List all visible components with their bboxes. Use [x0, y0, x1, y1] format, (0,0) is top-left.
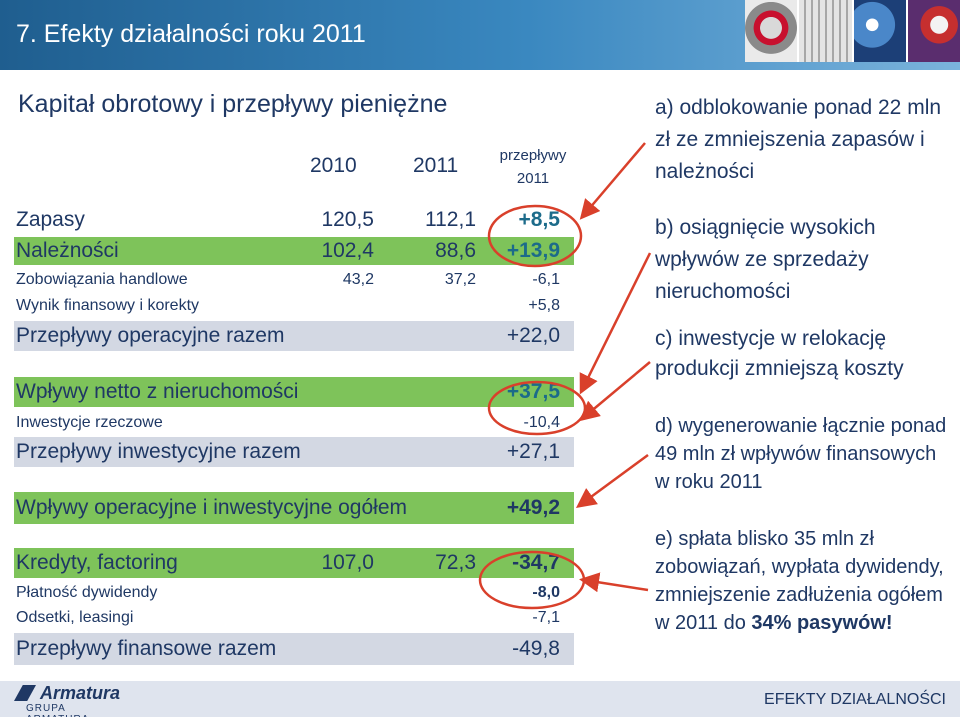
row-label: Płatność dywidendy	[16, 584, 158, 601]
note-b: b) osiągnięcie wysokich wpływów ze sprze…	[655, 216, 876, 303]
valve-product-image	[745, 0, 798, 62]
table-row-przeplywy-operacyjne: Przepływy operacyjne razem +22,0	[14, 321, 574, 351]
value-2010: 102,4	[321, 239, 374, 262]
row-label: Zobowiązania handlowe	[16, 271, 188, 288]
value-flow: +22,0	[506, 324, 560, 347]
note-c: c) inwestycje w relokację produkcji zmni…	[655, 327, 904, 380]
value-2010: 120,5	[321, 208, 374, 231]
table-row-inwestycje-rzeczowe: Inwestycje rzeczowe -10,4	[14, 412, 574, 434]
note-a: a) odblokowanie ponad 22 mln zł ze zmnie…	[655, 96, 942, 183]
note-d: d) wygenerowanie łącznie ponad 49 mln zł…	[655, 415, 947, 493]
note-e-text: e) spłata blisko 35 mln zł zobowiązań, w…	[655, 528, 944, 634]
value-flow: +5,8	[528, 297, 560, 314]
table-row-wynik-finansowy: Wynik finansowy i korekty +5,8	[14, 295, 574, 317]
value-flow: -49,8	[512, 637, 560, 660]
table-row-zapasy: Zapasy 120,5 112,1 +8,5	[14, 207, 574, 233]
table-row-odsetki-leasingi: Odsetki, leasingi -7,1	[14, 607, 574, 629]
page-header-title: 7. Efekty działalności roku 2011	[16, 20, 366, 48]
logo-mark-icon	[14, 685, 36, 701]
row-label: Odsetki, leasingi	[16, 609, 134, 626]
value-flow: -8,0	[532, 584, 560, 601]
arrow-c	[579, 361, 651, 422]
column-header-2010: 2010	[310, 154, 357, 177]
value-2011: 88,6	[435, 239, 476, 262]
table-row-przeplywy-inwestycyjne: Przepływy inwestycyjne razem +27,1	[14, 437, 574, 467]
table-row-platnosc-dywidendy: Płatność dywidendy -8,0	[14, 582, 574, 604]
tap-product-image	[907, 0, 960, 62]
arrow-a	[579, 142, 646, 220]
section-title: Kapitał obrotowy i przepływy pieniężne	[18, 90, 448, 118]
column-header-flow-label: przepływy	[499, 147, 567, 164]
row-label: Zapasy	[16, 208, 85, 231]
value-flow: -7,1	[532, 609, 560, 626]
radiator-product-image	[799, 0, 852, 62]
table-row-kredyty-factoring: Kredyty, factoring 107,0 72,3 -34,7	[14, 548, 574, 578]
arrow-b	[579, 252, 652, 395]
value-flow: -6,1	[532, 271, 560, 288]
row-label: Przepływy inwestycyjne razem	[16, 440, 301, 463]
row-label: Inwestycje rzeczowe	[16, 414, 163, 431]
logo-subtitle: GRUPA ARMATURA	[26, 703, 88, 717]
value-2011: 37,2	[444, 271, 476, 288]
row-label: Przepływy operacyjne razem	[16, 324, 285, 347]
value-2011: 72,3	[435, 551, 476, 574]
value-flow: -34,7	[512, 551, 560, 574]
column-header-flow: przepływy 2011	[488, 144, 578, 190]
value-2011: 112,1	[425, 208, 476, 231]
value-flow: -10,4	[523, 414, 560, 431]
value-flow: +37,5	[506, 380, 560, 403]
table-row-naleznosci: Należności 102,4 88,6 +13,9	[14, 237, 574, 265]
faucet-product-image	[853, 0, 906, 62]
value-2010: 43,2	[342, 271, 374, 288]
column-header-flow-year: 2011	[516, 170, 550, 187]
arrow-d	[575, 453, 649, 508]
row-label: Kredyty, factoring	[16, 551, 178, 574]
top-banner: 7. Efekty działalności roku 2011	[0, 0, 960, 70]
column-header-2011: 2011	[413, 154, 459, 177]
row-label: Wynik finansowy i korekty	[16, 297, 200, 314]
footer-bar	[0, 681, 960, 717]
value-flow: +8,5	[518, 208, 560, 231]
value-2010: 107,0	[321, 551, 374, 574]
row-label: Wpływy netto z nieruchomości	[16, 380, 299, 403]
footer-section-label: EFEKTY DZIAŁALNOŚCI	[764, 691, 946, 708]
row-label: Należności	[16, 239, 119, 262]
value-flow: +13,9	[506, 239, 560, 262]
table-row-wplywy-nieruchomosci: Wpływy netto z nieruchomości +37,5	[14, 377, 574, 407]
note-e-highlight: 34% pasywów!	[751, 612, 893, 634]
table-row-zobowiazania: Zobowiązania handlowe 43,2 37,2 -6,1	[14, 269, 574, 291]
company-logo: Armatura GRUPA ARMATURA	[14, 683, 124, 717]
table-row-wplywy-ogolem: Wpływy operacyjne i inwestycyjne ogółem …	[14, 492, 574, 524]
note-e: e) spłata blisko 35 mln zł zobowiązań, w…	[655, 525, 955, 637]
product-image-strip	[745, 0, 960, 62]
row-label: Przepływy finansowe razem	[16, 637, 277, 660]
arrow-e	[579, 572, 649, 593]
value-flow: +49,2	[506, 496, 560, 519]
row-label: Wpływy operacyjne i inwestycyjne ogółem	[16, 496, 407, 519]
logo-name: Armatura	[40, 683, 121, 703]
value-flow: +27,1	[506, 440, 560, 463]
table-row-przeplywy-finansowe: Przepływy finansowe razem -49,8	[14, 633, 574, 665]
